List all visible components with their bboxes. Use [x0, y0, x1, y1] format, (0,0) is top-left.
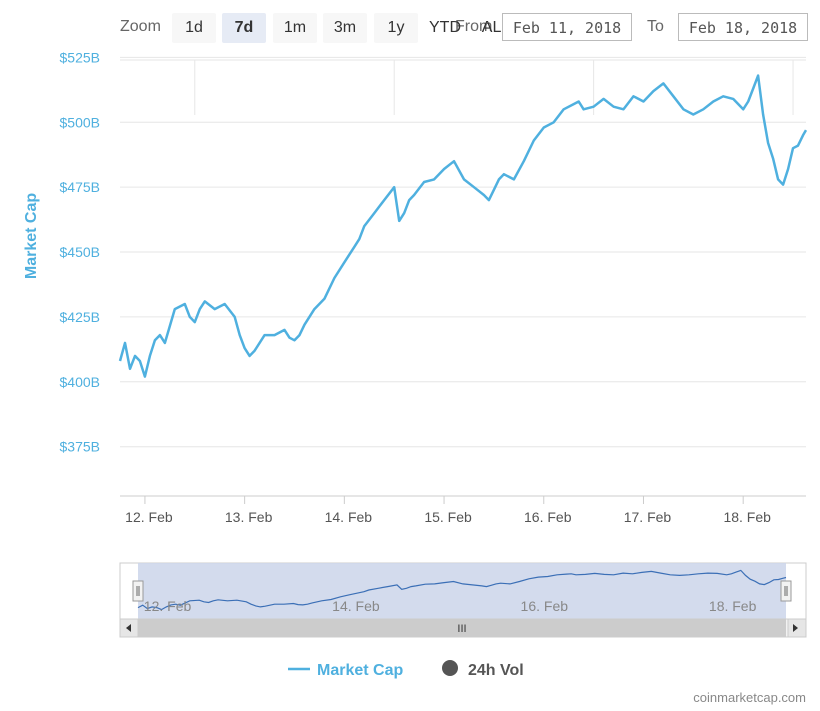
x-tick-label: 18. Feb: [723, 509, 771, 525]
from-label: From: [455, 18, 493, 35]
x-tick-label: 12. Feb: [125, 509, 173, 525]
zoom-1y-button[interactable]: 1y: [374, 13, 418, 43]
x-tick-label: 13. Feb: [225, 509, 273, 525]
to-date-input[interactable]: Feb 18, 2018: [678, 13, 808, 41]
y-tick-label: $475B: [60, 179, 100, 195]
market-cap-line: [118, 74, 808, 378]
chevron-right-icon: [793, 624, 798, 632]
y-tick-label: $450B: [60, 244, 100, 260]
navigator-tick-label: 18. Feb: [709, 598, 757, 614]
to-label: To: [647, 18, 664, 35]
navigator-tick-label: 14. Feb: [332, 598, 380, 614]
zoom-label: Zoom: [120, 18, 161, 35]
x-tick-label: 15. Feb: [424, 509, 472, 525]
scroll-left-button[interactable]: [119, 618, 139, 638]
x-axis: 12. Feb 13. Feb 14. Feb 15. Feb 16. Feb 17. F…: [125, 496, 771, 525]
x-tick-label: 16. Feb: [524, 509, 572, 525]
legend-24h-vol[interactable]: 24h Vol: [442, 660, 524, 679]
scrollbar-thumb[interactable]: [138, 619, 786, 637]
zoom-1d-button[interactable]: 1d: [172, 13, 216, 43]
zoom-3m-button[interactable]: 3m: [323, 13, 367, 43]
dot-legend-icon: [442, 660, 458, 676]
legend-market-cap[interactable]: Market Cap: [288, 662, 403, 679]
y-tick-label: $525B: [60, 49, 100, 65]
x-tick-label: 17. Feb: [624, 509, 672, 525]
navigator-tick-label: 12. Feb: [144, 598, 192, 614]
zoom-7d-button[interactable]: 7d: [222, 13, 266, 43]
navigator-selected-range[interactable]: [138, 563, 786, 619]
zoom-ytd-button[interactable]: YTD: [429, 19, 461, 36]
y-axis: $375B $400B $425B $450B $475B $500B $525B: [60, 49, 100, 454]
credit-link[interactable]: coinmarketcap.com: [693, 690, 806, 705]
y-tick-label: $425B: [60, 309, 100, 325]
navigator-left-handle[interactable]: [132, 580, 144, 602]
y-tick-label: $400B: [60, 374, 100, 390]
navigator-right-handle[interactable]: [780, 580, 792, 602]
scrollbar-grip: III: [457, 623, 466, 635]
legend-24h-vol-label: 24h Vol: [468, 662, 524, 679]
chevron-left-icon: [126, 624, 131, 632]
x-tick-label: 14. Feb: [325, 509, 373, 525]
zoom-1m-button[interactable]: 1m: [273, 13, 317, 43]
scroll-right-button[interactable]: [787, 618, 807, 638]
navigator-tick-label: 16. Feb: [521, 598, 569, 614]
y-tick-label: $500B: [60, 114, 100, 130]
y-axis-title: Market Cap: [23, 193, 40, 279]
y-tick-label: $375B: [60, 439, 100, 455]
navigator-series-line: [137, 569, 787, 611]
navigator-x-axis: 12. Feb 14. Feb 16. Feb 18. Feb: [144, 598, 757, 614]
legend-market-cap-label: Market Cap: [317, 662, 403, 679]
from-date-input[interactable]: Feb 11, 2018: [502, 13, 632, 41]
plot-grid: [120, 56, 806, 448]
